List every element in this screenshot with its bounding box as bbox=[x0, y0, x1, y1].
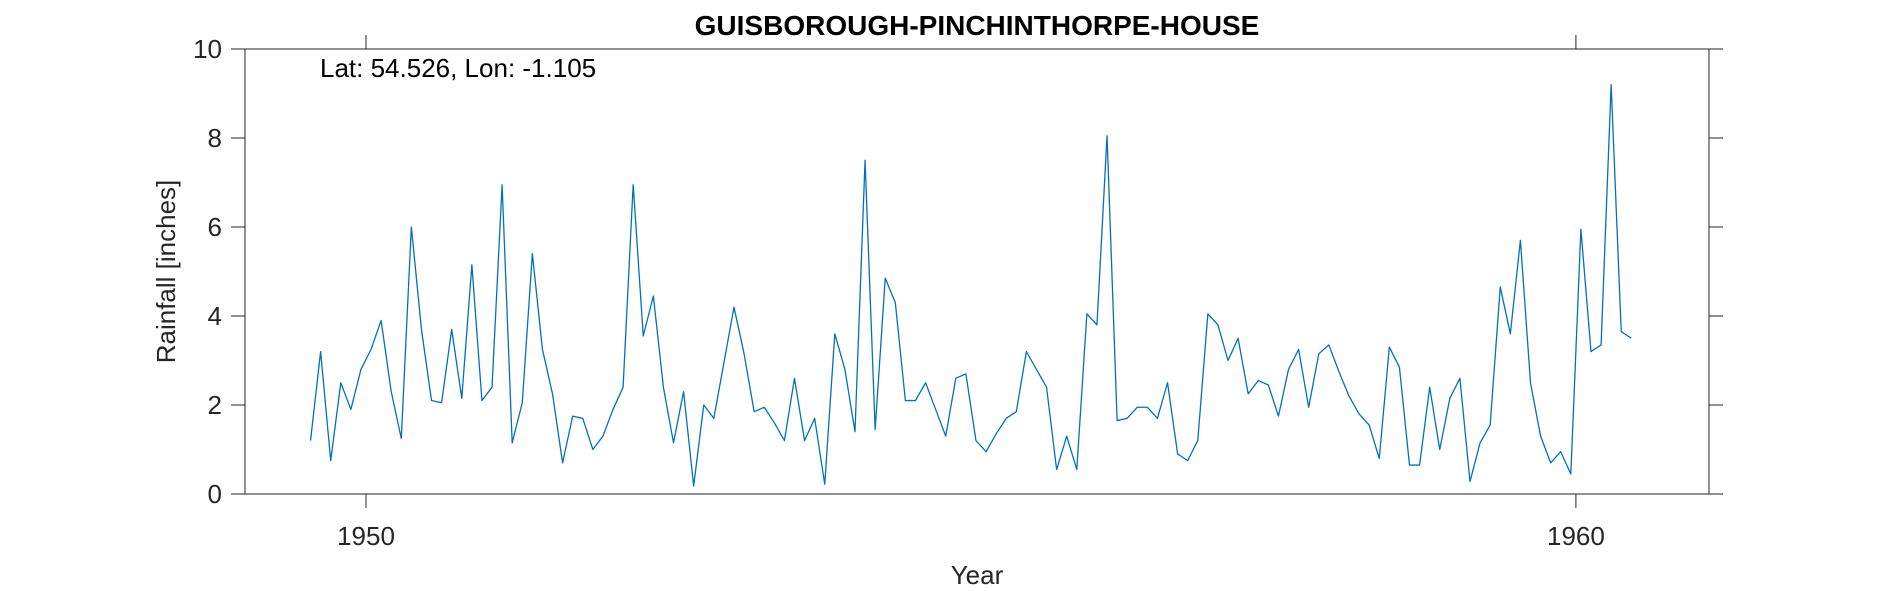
y-tick-label: 6 bbox=[208, 212, 222, 242]
x-tick-label: 1960 bbox=[1547, 521, 1605, 551]
y-tick-label: 2 bbox=[208, 390, 222, 420]
plot-area bbox=[244, 48, 1710, 495]
y-tick-label: 8 bbox=[208, 123, 222, 153]
tick-labels-group: 0 2 4 6 8 10 1950 1960 bbox=[193, 34, 1605, 551]
y-tick-label: 10 bbox=[193, 34, 222, 64]
ticks-group bbox=[231, 35, 1723, 508]
series-line bbox=[309, 83, 1632, 487]
x-axis-label: Year bbox=[951, 560, 1004, 590]
y-axis-label: Rainfall [inches] bbox=[151, 180, 181, 364]
chart-title: GUISBOROUGH-PINCHINTHORPE-HOUSE bbox=[695, 10, 1260, 41]
y-tick-label: 4 bbox=[208, 301, 222, 331]
x-tick-label: 1950 bbox=[337, 521, 395, 551]
chart-annotation: Lat: 54.526, Lon: -1.105 bbox=[320, 53, 596, 83]
y-tick-label: 0 bbox=[208, 479, 222, 509]
